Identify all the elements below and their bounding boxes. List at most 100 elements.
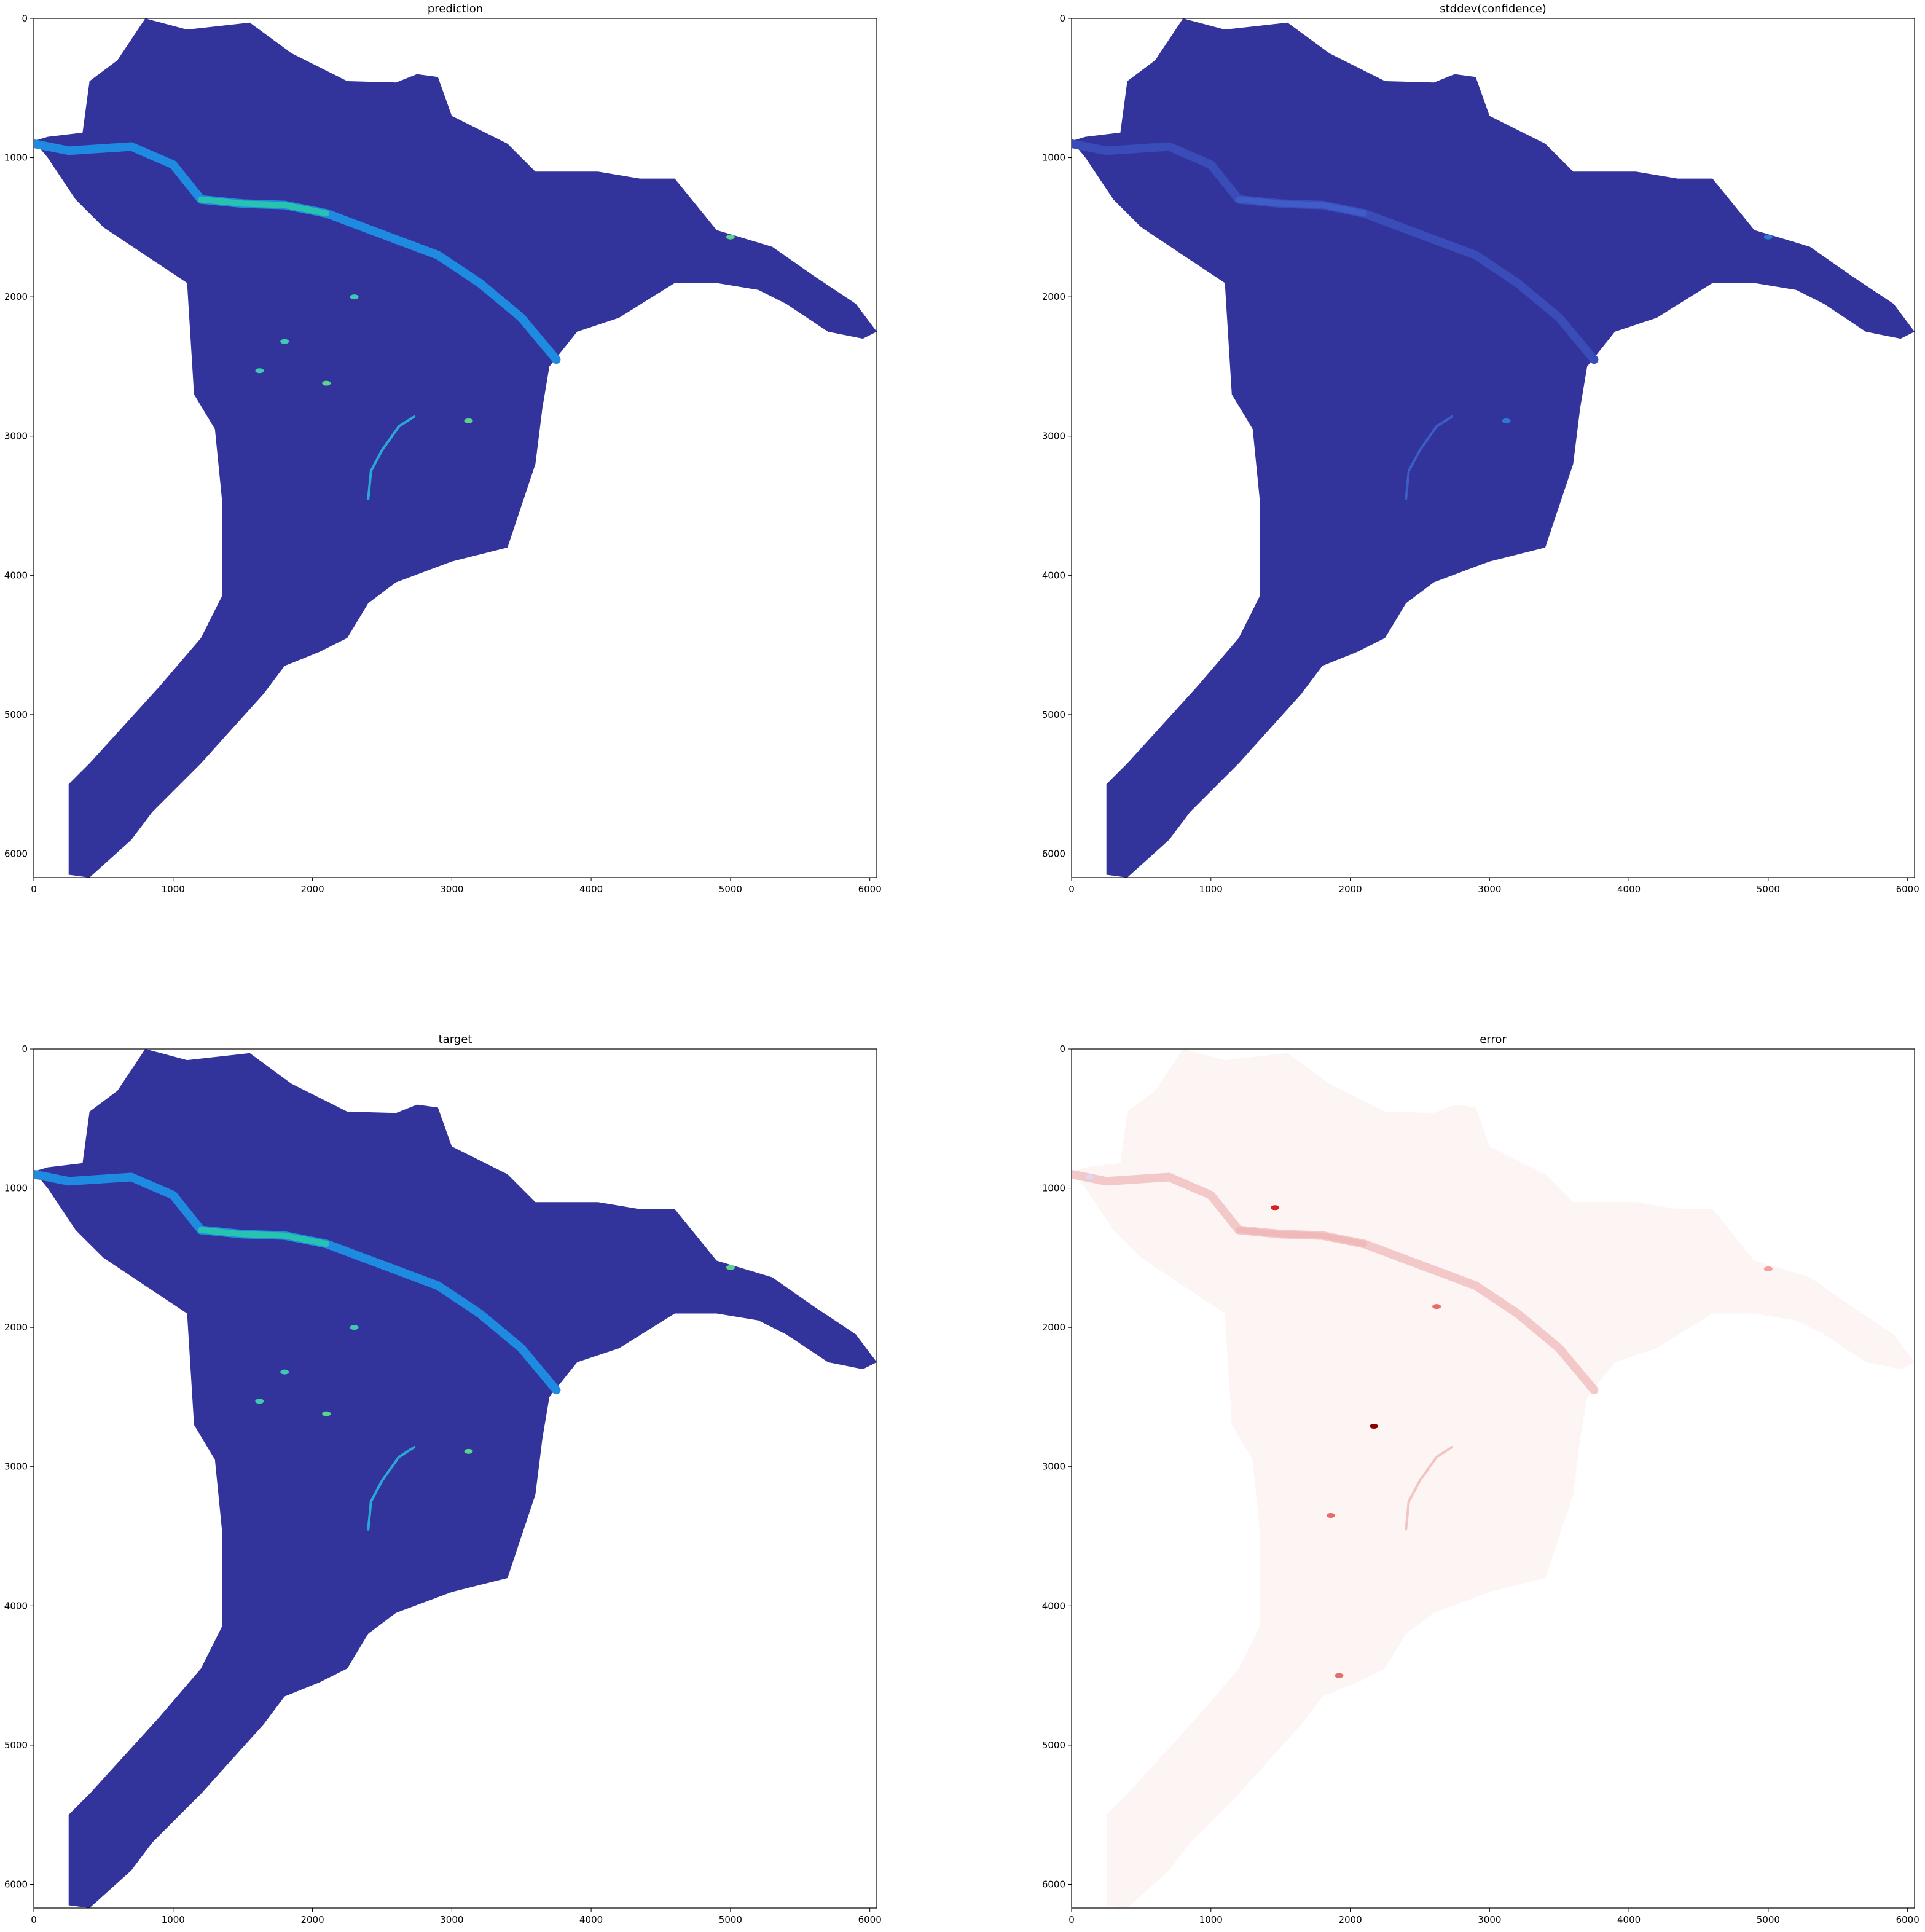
y-tick-label: 0: [22, 13, 28, 24]
subplot-title: prediction: [428, 2, 483, 15]
x-tick-label: 6000: [858, 1914, 882, 1925]
stream-line: [1405, 1446, 1454, 1531]
hotspot-blob: [255, 368, 264, 374]
y-tick-label: 6000: [4, 848, 28, 859]
hotspot-blob: [1370, 1424, 1379, 1429]
plot-area: [1072, 1049, 1915, 1908]
y-tick-label: 0: [1059, 1043, 1065, 1054]
y-tick-label: 5000: [1042, 709, 1065, 720]
hotspot-blob: [280, 1369, 289, 1375]
axes-frame: [1071, 1048, 1915, 1909]
hotspot-blob: [1271, 1205, 1280, 1211]
y-tick-label: 4000: [1042, 570, 1065, 581]
x-tick-label: 0: [1068, 884, 1075, 895]
hotspot-blob: [726, 1265, 735, 1270]
river-highlight: [1236, 196, 1368, 217]
y-tick-label: 2000: [4, 1322, 28, 1333]
y-tick-label: 3000: [4, 1461, 28, 1472]
x-tick-label: 0: [1068, 1914, 1075, 1925]
x-tick-label: 1000: [1199, 884, 1223, 895]
hotspot-blob: [1432, 1304, 1441, 1310]
y-tick-label: 3000: [1042, 431, 1065, 442]
hotspot-blob: [1085, 1174, 1094, 1180]
hotspot-blob: [1763, 1266, 1773, 1271]
y-tick-label: 6000: [1042, 1879, 1065, 1890]
x-tick-label: 5000: [1757, 1914, 1780, 1925]
hotspot-blob: [255, 1399, 264, 1404]
x-tick-label: 4000: [1617, 1914, 1641, 1925]
subplot-title: stddev(confidence): [1440, 2, 1547, 15]
subplot-error: 0 1000 2000 3000 4000 5000 6000 0 1000 2000 3000 40…: [1042, 1033, 1919, 1925]
subplot-stddev-confidence-: 0 1000 2000 3000 4000 5000 6000 0 1000 2000 3000 40…: [1042, 2, 1919, 895]
y-tick-label: 4000: [1042, 1600, 1065, 1611]
hotspot-blob: [726, 234, 735, 240]
river-highlight: [1236, 1227, 1368, 1247]
y-tick-label: 6000: [4, 1879, 28, 1890]
heatmap-region: [34, 1049, 877, 1908]
heatmap-region: [34, 18, 877, 878]
x-tick-label: 1000: [162, 884, 185, 895]
y-tick-label: 5000: [4, 1740, 28, 1751]
x-tick-label: 5000: [719, 884, 742, 895]
x-tick-label: 4000: [1617, 884, 1641, 895]
river-highlight: [198, 196, 330, 217]
stream-line: [367, 415, 416, 500]
x-tick-label: 5000: [1757, 884, 1780, 895]
y-tick-label: 3000: [4, 431, 28, 442]
y-tick-label: 1000: [4, 1183, 28, 1194]
subplot-title: target: [439, 1033, 472, 1046]
y-tick-label: 4000: [4, 570, 28, 581]
x-tick-label: 3000: [440, 1914, 463, 1925]
x-tick-label: 2000: [300, 1914, 324, 1925]
x-tick-label: 6000: [1896, 884, 1919, 895]
plot-area: [1072, 18, 1915, 878]
plot-area: [34, 1049, 877, 1908]
y-tick-label: 3000: [1042, 1461, 1065, 1472]
x-tick-label: 6000: [858, 884, 882, 895]
y-tick-label: 1000: [1042, 1183, 1065, 1194]
x-tick-label: 1000: [162, 1914, 185, 1925]
y-tick-label: 4000: [4, 1600, 28, 1611]
stream-line: [367, 1446, 416, 1531]
river-highlight: [198, 1227, 330, 1247]
hotspot-blob: [1335, 1673, 1344, 1678]
heatmap-region: [1072, 18, 1915, 878]
x-tick-label: 0: [31, 1914, 37, 1925]
plot-area: [34, 18, 877, 878]
hotspot-blob: [464, 1448, 473, 1454]
hotspot-blob: [350, 294, 359, 300]
axes-frame: [1071, 18, 1915, 878]
y-tick-label: 1000: [1042, 152, 1065, 163]
y-tick-label: 1000: [4, 152, 28, 163]
y-tick-label: 2000: [1042, 291, 1065, 302]
hotspot-blob: [464, 418, 473, 423]
hotspot-blob: [1326, 1513, 1335, 1518]
hotspot-blob: [322, 1411, 331, 1416]
hotspot-blob: [280, 339, 289, 344]
y-tick-label: 0: [1059, 13, 1065, 24]
axes-frame: [33, 1048, 877, 1909]
y-tick-label: 0: [22, 1043, 28, 1054]
x-tick-label: 2000: [1338, 1914, 1362, 1925]
subplot-target: 0 1000 2000 3000 4000 5000 6000 0 1000 2000 3000 40…: [4, 1033, 882, 1925]
x-tick-label: 3000: [440, 884, 463, 895]
hotspot-blob: [1763, 234, 1773, 240]
axes-frame: [33, 18, 877, 878]
subplot-prediction: 0 1000 2000 3000 4000 5000 6000 0 1000 2000 3000 40…: [4, 2, 882, 895]
y-tick-label: 5000: [1042, 1740, 1065, 1751]
x-tick-label: 3000: [1478, 884, 1501, 895]
x-tick-label: 2000: [1338, 884, 1362, 895]
x-tick-label: 2000: [300, 884, 324, 895]
hotspot-blob: [350, 1325, 359, 1330]
x-tick-label: 0: [31, 884, 37, 895]
x-tick-label: 3000: [1478, 1914, 1501, 1925]
y-tick-label: 5000: [4, 709, 28, 720]
y-tick-label: 2000: [1042, 1322, 1065, 1333]
hotspot-blob: [1502, 418, 1511, 423]
x-tick-label: 6000: [1896, 1914, 1919, 1925]
stream-line: [1405, 415, 1454, 500]
y-tick-label: 6000: [1042, 848, 1065, 859]
hotspot-blob: [322, 380, 331, 386]
x-tick-label: 4000: [579, 884, 603, 895]
